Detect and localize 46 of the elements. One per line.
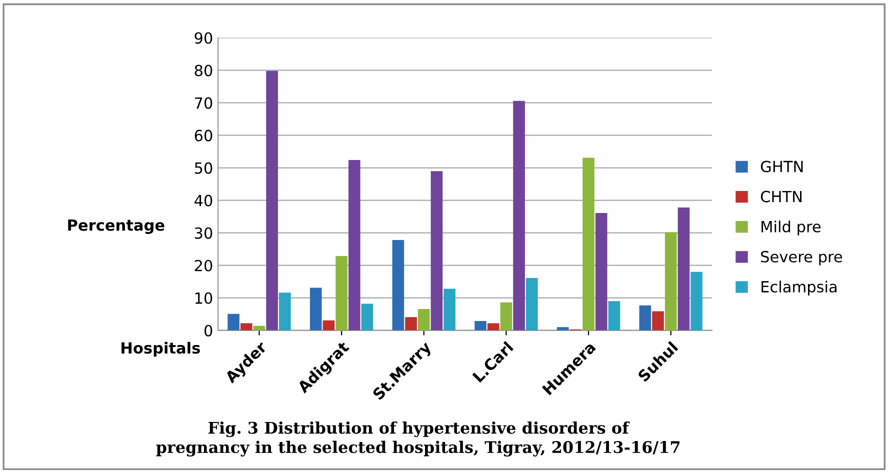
bar	[664, 232, 677, 330]
bar	[678, 207, 690, 330]
bar	[266, 70, 278, 330]
x-axis-title: Hospitals	[122, 342, 200, 357]
bar	[526, 278, 538, 330]
bar	[322, 320, 335, 330]
y-tick-label: 0	[204, 324, 212, 336]
bar	[348, 160, 360, 330]
y-tick-label: 80	[194, 64, 212, 76]
bar	[474, 320, 486, 330]
bar	[582, 158, 594, 330]
legend-label: Severe pre	[761, 250, 842, 266]
y-tick-label: 70	[195, 97, 212, 109]
bar	[310, 288, 322, 330]
y-tick-label: 10	[195, 292, 212, 304]
y-tick-label: 40	[194, 194, 212, 206]
bar	[418, 308, 430, 330]
bar	[690, 272, 702, 330]
legend-label: CHTN	[760, 190, 802, 202]
y-tick-label: 60	[194, 130, 212, 142]
y-tick-label: 50	[194, 162, 212, 174]
bar	[430, 171, 443, 330]
text: Fig. 3 Distribution of hypertensive disorders of pregnancy in the selected hospitals, Tigray, 2012/13-16/17	[156, 421, 680, 456]
bar	[608, 301, 620, 330]
bar	[556, 327, 569, 330]
y-axis-title: Percentage	[68, 220, 164, 234]
bar	[639, 305, 652, 330]
bar	[278, 292, 291, 330]
bar	[487, 323, 500, 330]
bar	[405, 317, 417, 330]
bar	[500, 302, 512, 330]
legend-label: Eclampsia	[762, 280, 836, 296]
y-tick-label: 20	[194, 260, 212, 272]
bar	[444, 288, 456, 330]
legend-label: Mild pre	[762, 220, 821, 236]
bar	[336, 256, 348, 330]
bar	[652, 311, 664, 330]
legend-label: GHTN	[760, 160, 803, 172]
bar	[240, 323, 252, 330]
bar	[361, 304, 374, 330]
bar	[228, 314, 240, 330]
bar	[392, 240, 404, 330]
y-tick-label: 90	[194, 32, 212, 44]
bar	[513, 100, 525, 330]
y-tick-label: 30	[194, 227, 212, 239]
bar	[595, 213, 608, 330]
